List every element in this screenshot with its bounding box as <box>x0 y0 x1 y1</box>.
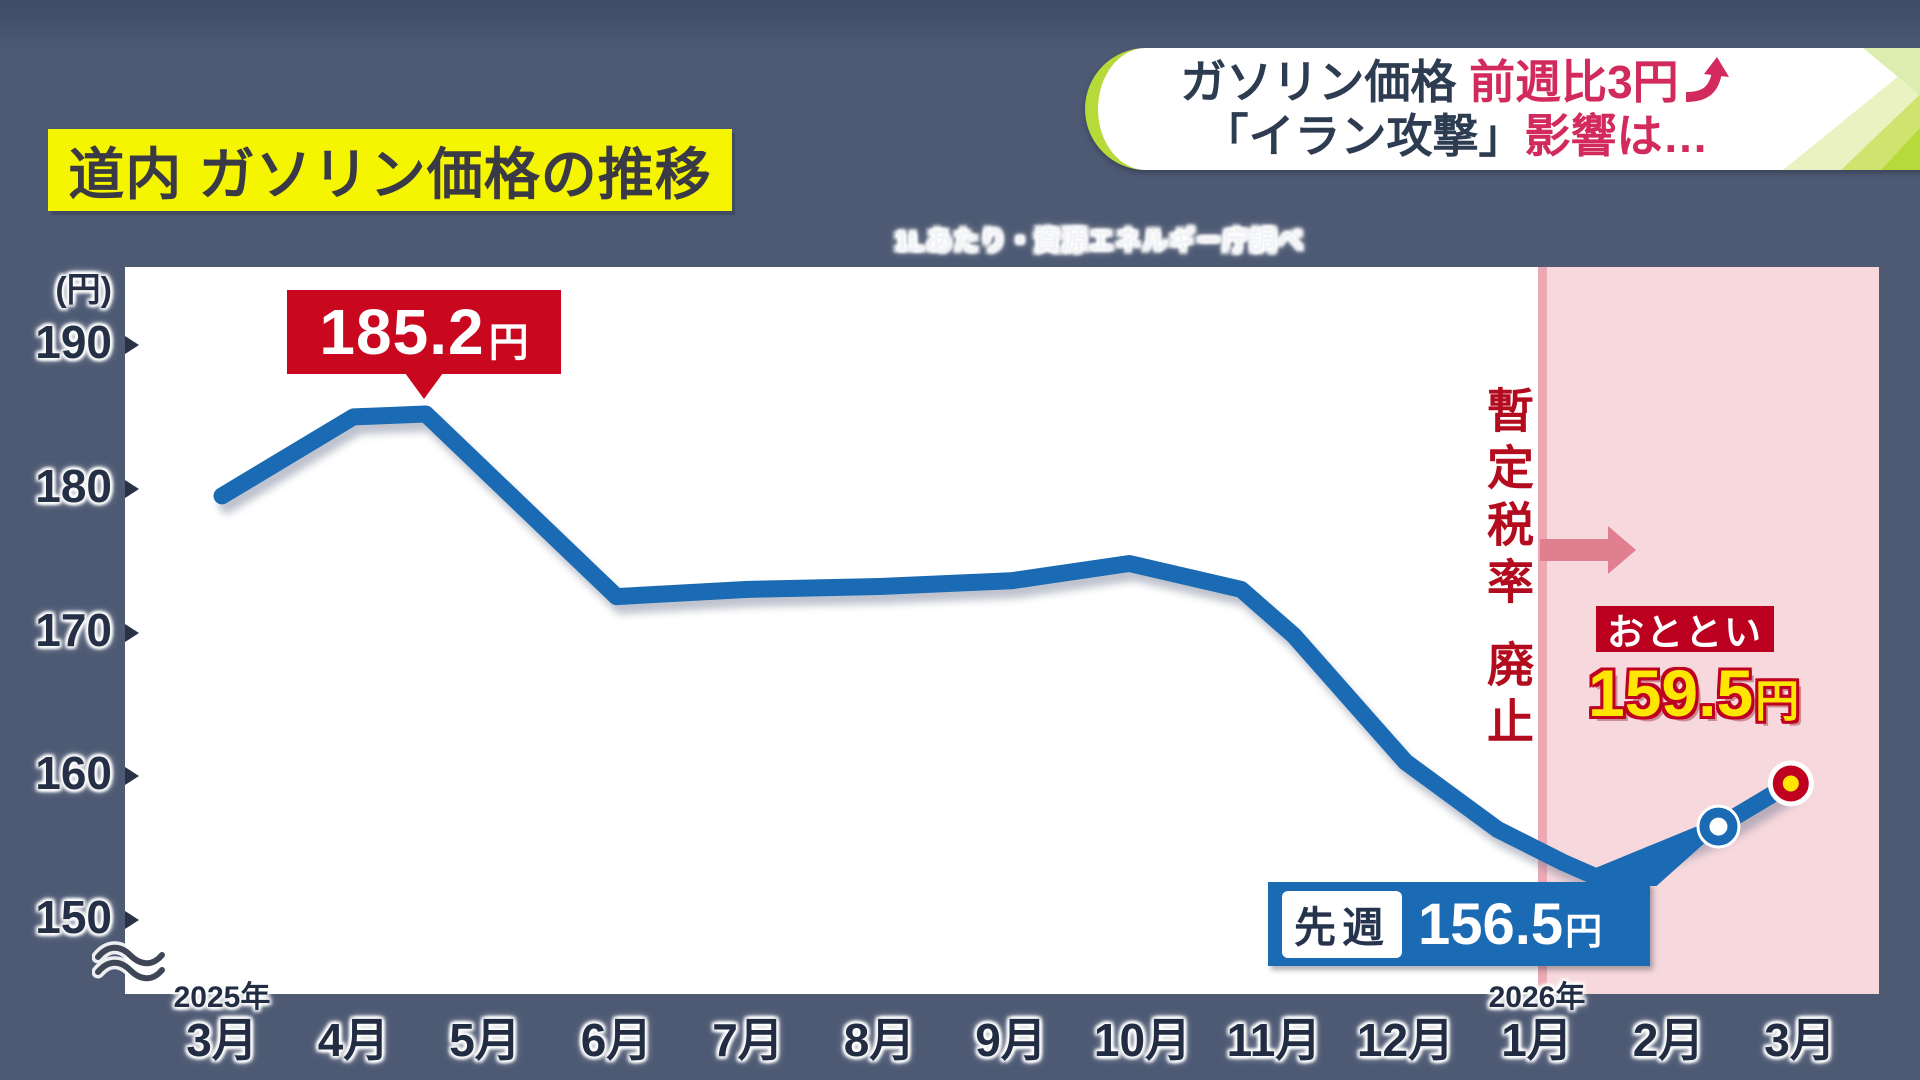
tax-abolition-note: 暫定税率廃止 <box>1477 386 1535 754</box>
x-tick-label: 7月 <box>712 1014 784 1066</box>
banner-green-decoration <box>1783 48 1920 170</box>
peak-unit: 円 <box>488 321 529 365</box>
x-tick-label: 3月 <box>1764 1014 1836 1066</box>
year-label: 2026年 <box>1488 981 1586 1014</box>
peak-price: 185.2 <box>319 296 485 368</box>
banner-line2: 「イラン攻撃」影響は… <box>1098 109 1920 163</box>
banner-line1: ガソリン価格 前週比3円 <box>1098 55 1920 109</box>
tax-note-line1: 暫定税率 <box>1480 386 1533 614</box>
y-tick-mark <box>125 479 139 498</box>
axis-break-icon <box>92 941 168 985</box>
source-note: 1Lあたり・資源エネルギー庁調べ <box>894 226 1304 256</box>
x-tick-label: 8月 <box>843 1014 916 1066</box>
y-tick-mark <box>125 767 139 786</box>
last-week-unit: 円 <box>1565 910 1603 952</box>
y-tick-label: 190 <box>35 316 112 368</box>
last-week-callout: 先週 156.5円 <box>1268 882 1650 966</box>
x-tick-label: 4月 <box>317 1014 390 1066</box>
banner-line1-dark: ガソリン価格 <box>1180 56 1470 108</box>
x-tick-label: 2月 <box>1632 1014 1705 1066</box>
day-before-yesterday-value: 159.5円 <box>1588 655 1799 731</box>
page-title-box: 道内 ガソリン価格の推移 <box>48 129 732 211</box>
x-tick-label: 3月 <box>186 1014 258 1066</box>
price-up-arrow-icon <box>1685 57 1729 102</box>
x-tick-label: 6月 <box>580 1014 653 1066</box>
y-tick-label: 170 <box>35 603 112 656</box>
page-title: 道内 ガソリン価格の推移 <box>68 142 712 206</box>
y-tick-mark <box>125 623 139 642</box>
year-label: 2025年 <box>173 981 271 1014</box>
x-tick-label: 9月 <box>975 1014 1047 1066</box>
tax-note-line2: 廃止 <box>1480 640 1533 754</box>
y-axis-unit-label: (円) <box>55 271 112 309</box>
headline-banner: ガソリン価格 前週比3円 「イラン攻撃」影響は… <box>1085 48 1920 170</box>
day-before-yesterday-tag: おととい <box>1596 606 1774 653</box>
y-tick-mark <box>125 911 139 929</box>
day-before-yesterday-price: 159.5 <box>1588 656 1754 730</box>
last-week-price: 156.5 <box>1418 891 1564 957</box>
y-tick-label: 150 <box>35 891 112 943</box>
y-tick-label: 160 <box>35 747 112 800</box>
day-before-yesterday-unit: 円 <box>1755 677 1800 726</box>
x-tick-label: 10月 <box>1093 1014 1192 1066</box>
x-tick-label: 5月 <box>449 1014 521 1066</box>
last-week-tag: 先週 <box>1282 890 1403 958</box>
x-tick-label: 1月 <box>1501 1014 1573 1066</box>
banner-line2-dark: 「イラン攻撃」 <box>1202 110 1525 162</box>
x-tick-label: 12月 <box>1356 1014 1455 1066</box>
banner-line2-accent: 影響は… <box>1524 110 1709 162</box>
y-tick-label: 180 <box>35 459 112 512</box>
y-tick-mark <box>125 336 139 354</box>
banner-line1-accent: 前週比3円 <box>1469 56 1679 108</box>
peak-price-callout: 185.2 円 <box>287 290 561 399</box>
x-tick-label: 11月 <box>1226 1014 1322 1066</box>
last-week-value: 156.5円 <box>1418 891 1602 958</box>
